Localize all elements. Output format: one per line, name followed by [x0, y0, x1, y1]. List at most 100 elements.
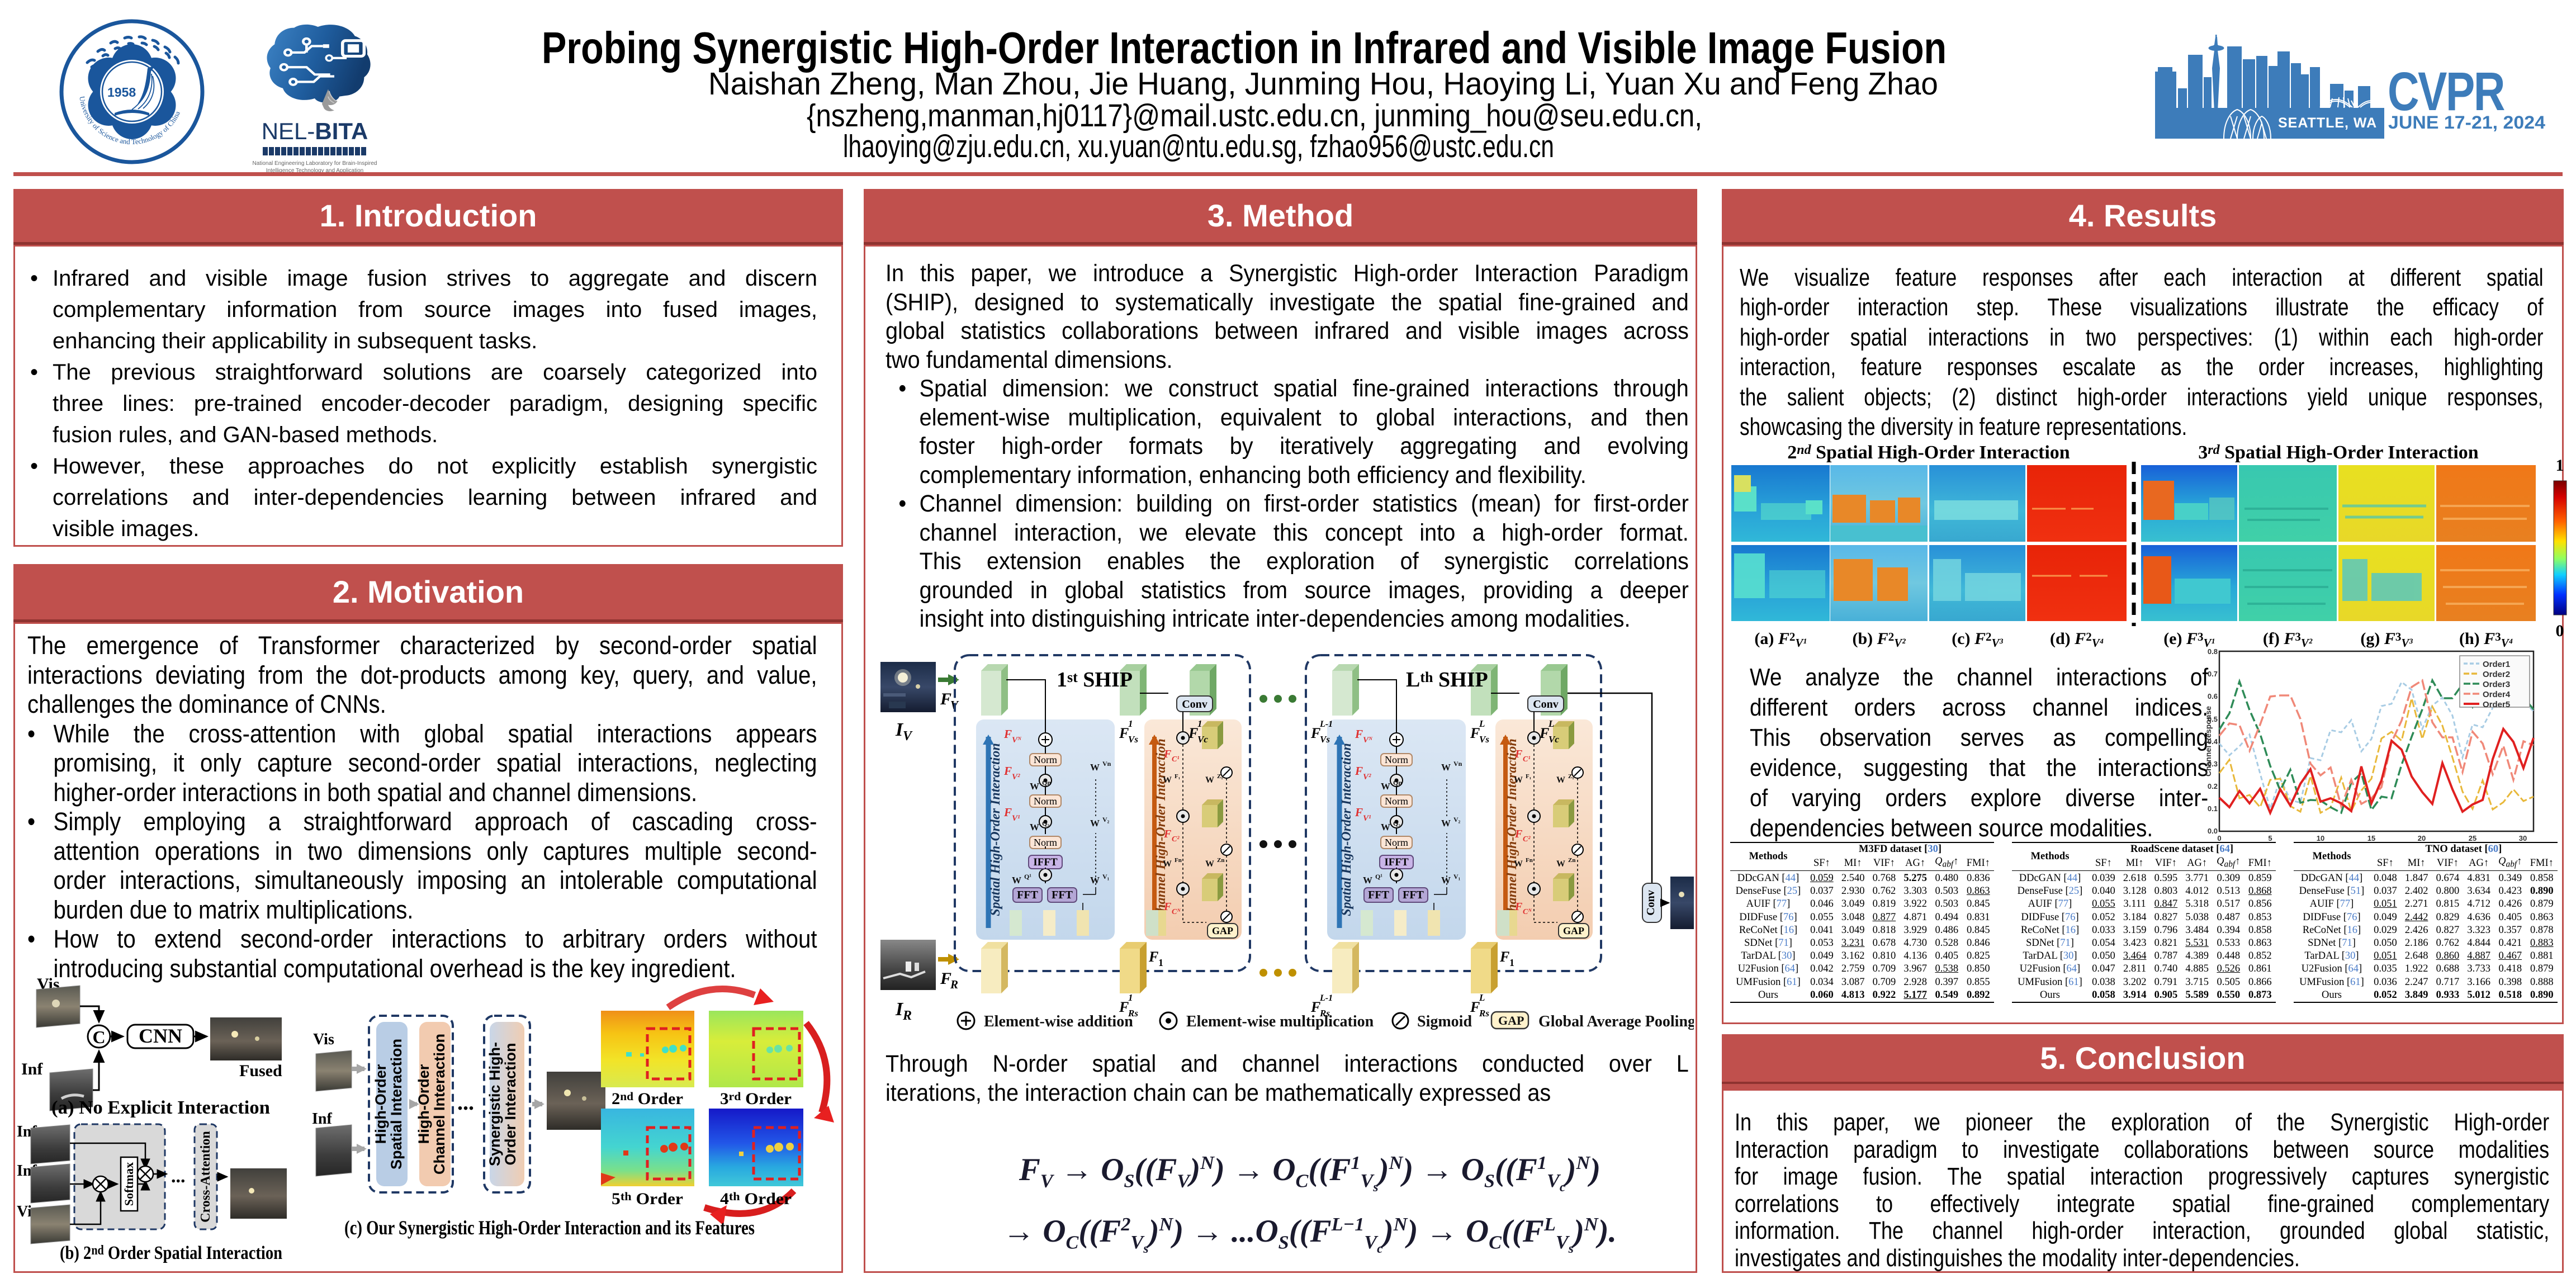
svg-text:5th Order: 5th Order [612, 1190, 683, 1208]
svg-text:Lth SHIP: Lth SHIP [1406, 668, 1488, 692]
svg-text:W: W [1090, 818, 1100, 828]
svg-text:...: ... [171, 1166, 186, 1187]
svg-text:F₁: F₁ [1175, 773, 1180, 780]
svg-text:W: W [1090, 875, 1100, 886]
svg-text:4th Order: 4th Order [720, 1190, 792, 1208]
svg-text:Fused: Fused [239, 1062, 282, 1080]
svg-text:W: W [1163, 859, 1172, 869]
svg-text:1958: 1958 [107, 85, 136, 100]
svg-text:C: C [92, 1027, 105, 1047]
svg-text:Channel Response: Channel Response [2205, 706, 2213, 776]
svg-text:F: F [1310, 725, 1320, 741]
svg-text:20: 20 [2418, 834, 2426, 841]
svg-text:Norm: Norm [1034, 795, 1057, 807]
svg-text:V₁: V₁ [1102, 873, 1110, 880]
svg-text:Sigmoid: Sigmoid [1417, 1013, 1472, 1030]
svg-text:Vn: Vn [1102, 760, 1111, 768]
svg-text:GAP: GAP [1498, 1014, 1524, 1027]
svg-text:V₂: V₂ [1102, 816, 1110, 823]
svg-text:W: W [1090, 762, 1100, 773]
svg-text:F: F [1163, 828, 1172, 840]
svg-text:2nd Order: 2nd Order [612, 1090, 683, 1108]
svg-text:W: W [1163, 775, 1172, 785]
svg-text:W: W [1012, 875, 1021, 886]
svg-text:F: F [1148, 949, 1158, 965]
svg-text:I: I [895, 719, 904, 740]
svg-text:0.5: 0.5 [2208, 715, 2218, 723]
svg-text:L: L [1479, 992, 1485, 1003]
svg-text:0.7: 0.7 [2208, 670, 2218, 678]
svg-text:1: 1 [1197, 718, 1202, 729]
svg-text:Q₂: Q₂ [1042, 820, 1049, 827]
svg-text:Conv: Conv [1182, 698, 1208, 711]
svg-text:CNN: CNN [139, 1025, 182, 1047]
svg-text:FFT: FFT [1052, 889, 1073, 901]
svg-text:(g) F3V³: (g) F3V³ [2360, 629, 2413, 650]
svg-text:F: F [1003, 727, 1012, 741]
svg-text:SEATTLE, WA: SEATTLE, WA [2278, 115, 2377, 131]
svg-text:C²: C² [1172, 835, 1180, 844]
svg-text:Conv: Conv [1645, 890, 1657, 916]
svg-text:1: 1 [1128, 992, 1133, 1003]
svg-text:Order2: Order2 [2483, 670, 2510, 679]
svg-text:1st SHIP: 1st SHIP [1057, 668, 1133, 692]
svg-text:F: F [1470, 725, 1480, 741]
svg-text:R: R [902, 1008, 912, 1023]
svg-text:Rs: Rs [1128, 1008, 1138, 1019]
svg-text:I: I [895, 999, 904, 1020]
svg-text:F: F [1003, 764, 1012, 778]
svg-text:L-1: L-1 [1319, 719, 1333, 729]
svg-text:Element-wise addition: Element-wise addition [984, 1013, 1133, 1030]
svg-text:(a) No Explicit Interaction: (a) No Explicit Interaction [51, 1097, 270, 1118]
svg-text:Cross-Attention: Cross-Attention [198, 1131, 213, 1223]
svg-text:15: 15 [2367, 834, 2375, 841]
svg-text:Vᴺ: Vᴺ [1012, 736, 1022, 745]
svg-text:V: V [903, 729, 913, 744]
svg-text:L-1: L-1 [1319, 993, 1333, 1003]
svg-text:F: F [1119, 725, 1129, 741]
svg-text:R: R [950, 978, 958, 991]
svg-text:F: F [940, 690, 951, 708]
svg-text:Inf: Inf [312, 1110, 332, 1128]
svg-text:(c) Our Synergistic High-Order: (c) Our Synergistic High-Order Interacti… [344, 1216, 755, 1239]
svg-text:IFFT: IFFT [1033, 856, 1058, 868]
svg-text:L: L [1548, 718, 1554, 729]
svg-text:F: F [1119, 999, 1129, 1015]
svg-text:Qn: Qn [1042, 779, 1051, 787]
svg-text:Rs: Rs [1479, 1008, 1489, 1019]
svg-text:FFT: FFT [1017, 889, 1038, 901]
svg-text:W: W [1205, 859, 1214, 869]
svg-text:F: F [1470, 999, 1480, 1015]
svg-text:High-Order: High-Order [415, 1064, 432, 1144]
svg-text:Order1: Order1 [2483, 660, 2510, 669]
svg-text:JUNE 17-21, 2024: JUNE 17-21, 2024 [2388, 112, 2545, 132]
svg-text:0.6: 0.6 [2208, 692, 2218, 700]
svg-text:(d) F2V⁴: (d) F2V⁴ [2050, 629, 2104, 650]
svg-text:W: W [1030, 781, 1039, 792]
svg-text:Z₁: Z₁ [1217, 773, 1223, 780]
svg-text:0.4: 0.4 [2208, 737, 2218, 746]
svg-text:25: 25 [2469, 834, 2476, 841]
svg-text:Vs: Vs [1128, 734, 1138, 745]
svg-text:National Engineering Laborator: National Engineering Laboratory for Brai… [253, 160, 377, 167]
svg-text:5: 5 [2268, 834, 2272, 841]
svg-text:Channel High-Order Interaction: Channel High-Order Interaction [1154, 738, 1168, 920]
svg-text:Order Interaction: Order Interaction [502, 1043, 519, 1165]
svg-text:Global Average Pooling: Global Average Pooling [1538, 1013, 1694, 1030]
svg-text:Element-wise multiplication: Element-wise multiplication [1186, 1013, 1374, 1030]
svg-text:Inf: Inf [21, 1060, 43, 1078]
svg-text:Q¹: Q¹ [1024, 873, 1031, 880]
svg-text:2nd Spatial High-Order Interac: 2nd Spatial High-Order Interaction [1787, 442, 2070, 463]
svg-text:Vs: Vs [1479, 734, 1489, 745]
svg-text:Fn: Fn [1175, 857, 1182, 864]
svg-text:W: W [1030, 822, 1039, 832]
svg-text:(b) 2nd Order Spatial Interact: (b) 2nd Order Spatial Interaction [60, 1243, 282, 1263]
svg-text:...: ... [457, 1090, 474, 1115]
svg-text:W: W [1205, 775, 1214, 785]
svg-text:3rd Spatial High-Order Interac: 3rd Spatial High-Order Interaction [2198, 442, 2479, 463]
svg-text:F: F [1188, 725, 1198, 741]
svg-text:Vc: Vc [1549, 734, 1559, 745]
svg-text:Order4: Order4 [2483, 690, 2511, 699]
svg-text:10: 10 [2317, 834, 2324, 841]
svg-text:Zn: Zn [1217, 857, 1224, 864]
